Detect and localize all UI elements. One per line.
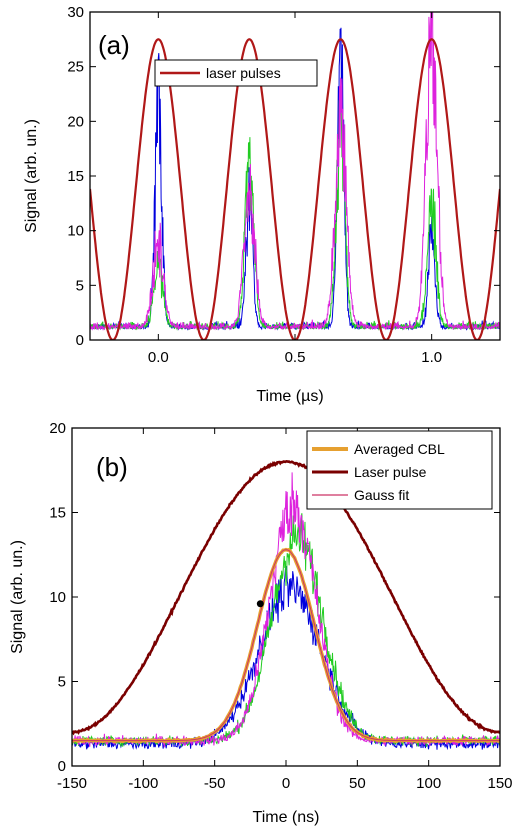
panel-b-laser-pulse-line — [72, 459, 500, 736]
panel-a-label: (a) — [98, 30, 130, 60]
panel-a-ylabel: Signal (arb. un.) — [23, 119, 40, 233]
panel-b-xtick-label: 50 — [349, 775, 366, 792]
panel-a-ticks: 0 5 10 15 20 25 30 0.0 0.5 1.0 — [67, 4, 500, 366]
panel-a-ytick-label: 15 — [67, 168, 84, 185]
panel-b-ylabel: Signal (arb. un.) — [9, 540, 26, 654]
panel-b-xtick-label: -150 — [57, 775, 87, 792]
panel-a-ytick-label: 0 — [76, 332, 84, 349]
panel-b-xlabel: Time (ns) — [253, 809, 320, 826]
panel-b-ytick-label: 20 — [49, 420, 66, 437]
panel-b-ytick-label: 15 — [49, 505, 66, 522]
panel-a-series — [90, 12, 500, 340]
panel-a-ytick-label: 25 — [67, 59, 84, 76]
panel-a-trace-magenta — [90, 12, 500, 332]
panel-a-legend: laser pulses — [154, 59, 318, 87]
panel-b-gauss-fit-line — [72, 549, 500, 742]
panel-b-trace-blue — [72, 566, 500, 751]
panel-a-ytick-label: 30 — [67, 4, 84, 21]
panel-a-plot-area — [90, 12, 500, 340]
panel-b-legend-box — [306, 430, 493, 510]
panel-b-xtick-label: -50 — [204, 775, 226, 792]
panel-a-ytick-label: 20 — [67, 113, 84, 130]
panel-b-ticks: 0 5 10 15 20 -150 -100 -50 0 50 100 150 — [49, 420, 512, 792]
panel-b-series — [72, 459, 500, 751]
legend-label-laser-pulses: laser pulses — [206, 65, 281, 81]
panel-b-ytick-label: 5 — [58, 674, 66, 691]
legend-label-averaged-cbl: Averaged CBL — [354, 441, 445, 457]
panel-b-trace-magenta — [72, 472, 500, 748]
panel-b-xtick-label: 150 — [487, 775, 512, 792]
panel-a-xtick-label: 0.0 — [148, 349, 169, 366]
legend-label-laser-pulse: Laser pulse — [354, 464, 427, 480]
panel-b-marker-point — [256, 600, 264, 608]
panel-b-xtick-label: 100 — [416, 775, 441, 792]
panel-b-plot-area — [72, 459, 500, 751]
panel-a-xlabel: Time (µs) — [256, 388, 323, 405]
panel-b-legend: Averaged CBL Laser pulse Gauss fit — [306, 430, 493, 510]
panel-b-label: (b) — [96, 452, 128, 482]
panel-b: 0 5 10 15 20 -150 -100 -50 0 50 100 150 (b) Average… — [9, 420, 513, 826]
panel-b-xtick-label: -100 — [128, 775, 158, 792]
panel-a-xtick-label: 1.0 — [421, 349, 442, 366]
panel-a-xtick-label: 0.5 — [285, 349, 306, 366]
panel-a-laser-pulses-line — [90, 38, 500, 340]
panel-a-ytick-label: 5 — [76, 277, 84, 294]
panel-b-ytick-label: 0 — [58, 758, 66, 775]
panel-a: 0 5 10 15 20 25 30 0.0 0.5 1.0 (a) laser pulses S… — [23, 4, 501, 405]
panel-b-ytick-label: 10 — [49, 589, 66, 606]
panel-b-xtick-label: 0 — [282, 775, 290, 792]
legend-label-gauss-fit: Gauss fit — [354, 487, 409, 503]
panel-a-ytick-label: 10 — [67, 223, 84, 240]
